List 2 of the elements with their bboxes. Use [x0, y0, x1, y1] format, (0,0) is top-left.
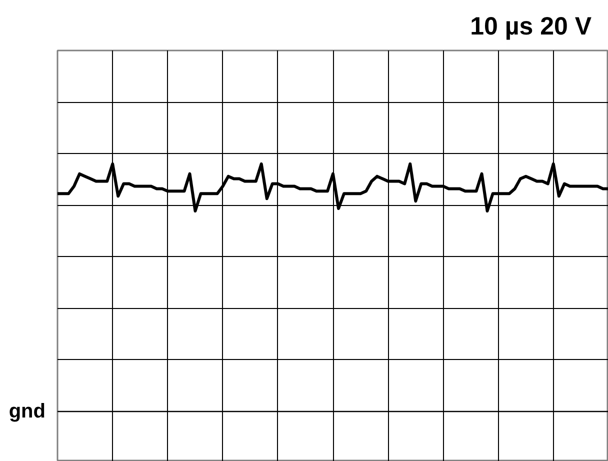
ref-line-label: gnd	[8, 400, 46, 422]
chart-title: 10 µs 20 V	[470, 12, 592, 40]
